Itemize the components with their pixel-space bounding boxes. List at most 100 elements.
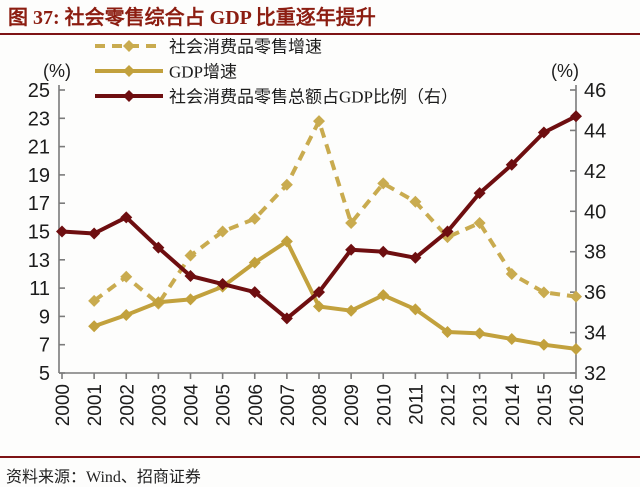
y-tick-label-left: 19 <box>28 165 50 187</box>
legend-item-2: 社会消费品零售总额占GDP比例（右） <box>95 88 458 107</box>
x-tick-label: 2006 <box>246 384 267 426</box>
series-marker <box>248 286 261 299</box>
x-tick-label: 2013 <box>471 384 492 426</box>
series-marker <box>216 278 229 291</box>
y-tick-label-right: 36 <box>584 282 606 304</box>
series-marker <box>377 245 390 258</box>
series-layer <box>56 110 582 355</box>
series-marker <box>248 256 261 269</box>
legend-swatch-marker <box>123 65 135 77</box>
legend-swatch-marker <box>123 90 135 102</box>
x-tick-label: 2001 <box>85 384 106 426</box>
y-tick-label-right: 38 <box>584 242 606 264</box>
series-marker <box>537 286 550 299</box>
chart-title: 图 37: 社会零售综合占 GDP 比重逐年提升 <box>8 7 376 29</box>
series-marker <box>570 110 582 123</box>
series-marker <box>216 225 229 238</box>
x-tick-label: 2005 <box>214 384 235 426</box>
axes-layer: 25 23 21 19 17 15 13 11 9 7 5 46 44 42 40 38 36 34 32 2000 2… <box>28 80 607 426</box>
series-marker <box>570 342 582 355</box>
legend-item-1: GDP增速 <box>95 63 237 82</box>
series-marker <box>184 249 197 262</box>
series-0 <box>88 115 582 310</box>
series-marker <box>505 333 518 346</box>
y-tick-label-left: 7 <box>39 335 50 357</box>
series-marker <box>505 267 518 280</box>
series-marker <box>120 308 133 321</box>
legend-label: GDP增速 <box>169 63 237 82</box>
series-marker <box>313 115 325 128</box>
right-axis-unit: (%) <box>551 61 579 81</box>
series-marker <box>152 296 165 309</box>
x-tick-label: 2015 <box>535 384 556 426</box>
series-marker <box>473 327 486 340</box>
series-marker <box>56 225 68 238</box>
series-marker <box>280 235 293 248</box>
series-1 <box>88 235 582 355</box>
series-marker <box>120 211 133 224</box>
y-tick-label-right: 32 <box>584 363 606 385</box>
x-tick-label: 2009 <box>342 384 363 426</box>
y-tick-label-left: 21 <box>28 137 50 159</box>
x-tick-label: 2010 <box>374 384 395 426</box>
series-marker <box>570 290 582 303</box>
series-marker <box>313 300 325 313</box>
series-marker <box>88 320 101 333</box>
y-tick-label-left: 17 <box>28 193 50 215</box>
series-marker <box>409 195 422 208</box>
y-tick-label-left: 15 <box>28 222 50 244</box>
y-tick-label-right: 42 <box>584 161 606 183</box>
y-tick-label-left: 5 <box>39 363 50 385</box>
series-marker <box>377 177 390 190</box>
series-marker <box>473 217 486 230</box>
series-marker <box>473 187 486 200</box>
series-marker <box>88 227 101 240</box>
x-tick-label: 2011 <box>406 384 427 425</box>
series-marker <box>345 243 358 256</box>
series-marker <box>505 158 518 171</box>
x-tick-label: 2003 <box>149 384 170 426</box>
legend-item-0: 社会消费品零售增速 <box>95 38 322 57</box>
series-marker <box>120 270 133 283</box>
y-tick-label-right: 44 <box>584 120 606 142</box>
series-marker <box>345 217 358 230</box>
source-bar: 资料来源：Wind、招商证券 <box>0 456 640 487</box>
y-tick-label-left: 23 <box>28 108 50 130</box>
series-marker <box>409 251 422 264</box>
series-marker <box>184 293 197 306</box>
retail-gdp-line-chart: (%) (%) 25 23 21 19 17 15 13 11 9 7 5 46 44 42 40 38 36 3… <box>28 38 607 427</box>
y-tick-label-right: 34 <box>584 323 606 345</box>
series-marker <box>280 178 293 191</box>
x-tick-label: 2012 <box>439 384 460 426</box>
y-tick-label-left: 11 <box>29 278 50 300</box>
series-marker <box>184 269 197 282</box>
x-tick-label: 2004 <box>182 384 203 427</box>
x-tick-label: 2000 <box>53 384 74 426</box>
series-marker <box>248 212 261 225</box>
y-tick-label-left: 25 <box>28 80 50 102</box>
legend-label: 社会消费品零售总额占GDP比例（右） <box>169 88 458 107</box>
series-marker <box>441 325 454 338</box>
y-tick-label-right: 40 <box>584 201 606 223</box>
left-axis-unit: (%) <box>43 61 71 81</box>
x-tick-label: 2008 <box>310 384 331 426</box>
series-marker <box>409 303 422 316</box>
x-tick-label: 2014 <box>503 384 524 427</box>
series-marker <box>345 304 358 317</box>
series-marker <box>88 294 101 307</box>
x-tick-label: 2016 <box>567 384 588 426</box>
source-text: 资料来源：Wind、招商证券 <box>6 469 201 486</box>
y-tick-label-left: 9 <box>39 306 50 328</box>
series-marker <box>377 289 390 302</box>
series-marker <box>152 241 165 254</box>
x-tick-label: 2007 <box>278 384 299 426</box>
series-line <box>92 119 577 306</box>
series-line <box>93 239 577 351</box>
chart-title-bar: 图 37: 社会零售综合占 GDP 比重逐年提升 <box>0 0 640 35</box>
x-tick-label: 2002 <box>117 384 138 426</box>
legend-swatch-marker <box>123 40 135 52</box>
legend-label: 社会消费品零售增速 <box>169 38 322 57</box>
series-marker <box>313 286 325 299</box>
series-marker <box>280 312 293 325</box>
